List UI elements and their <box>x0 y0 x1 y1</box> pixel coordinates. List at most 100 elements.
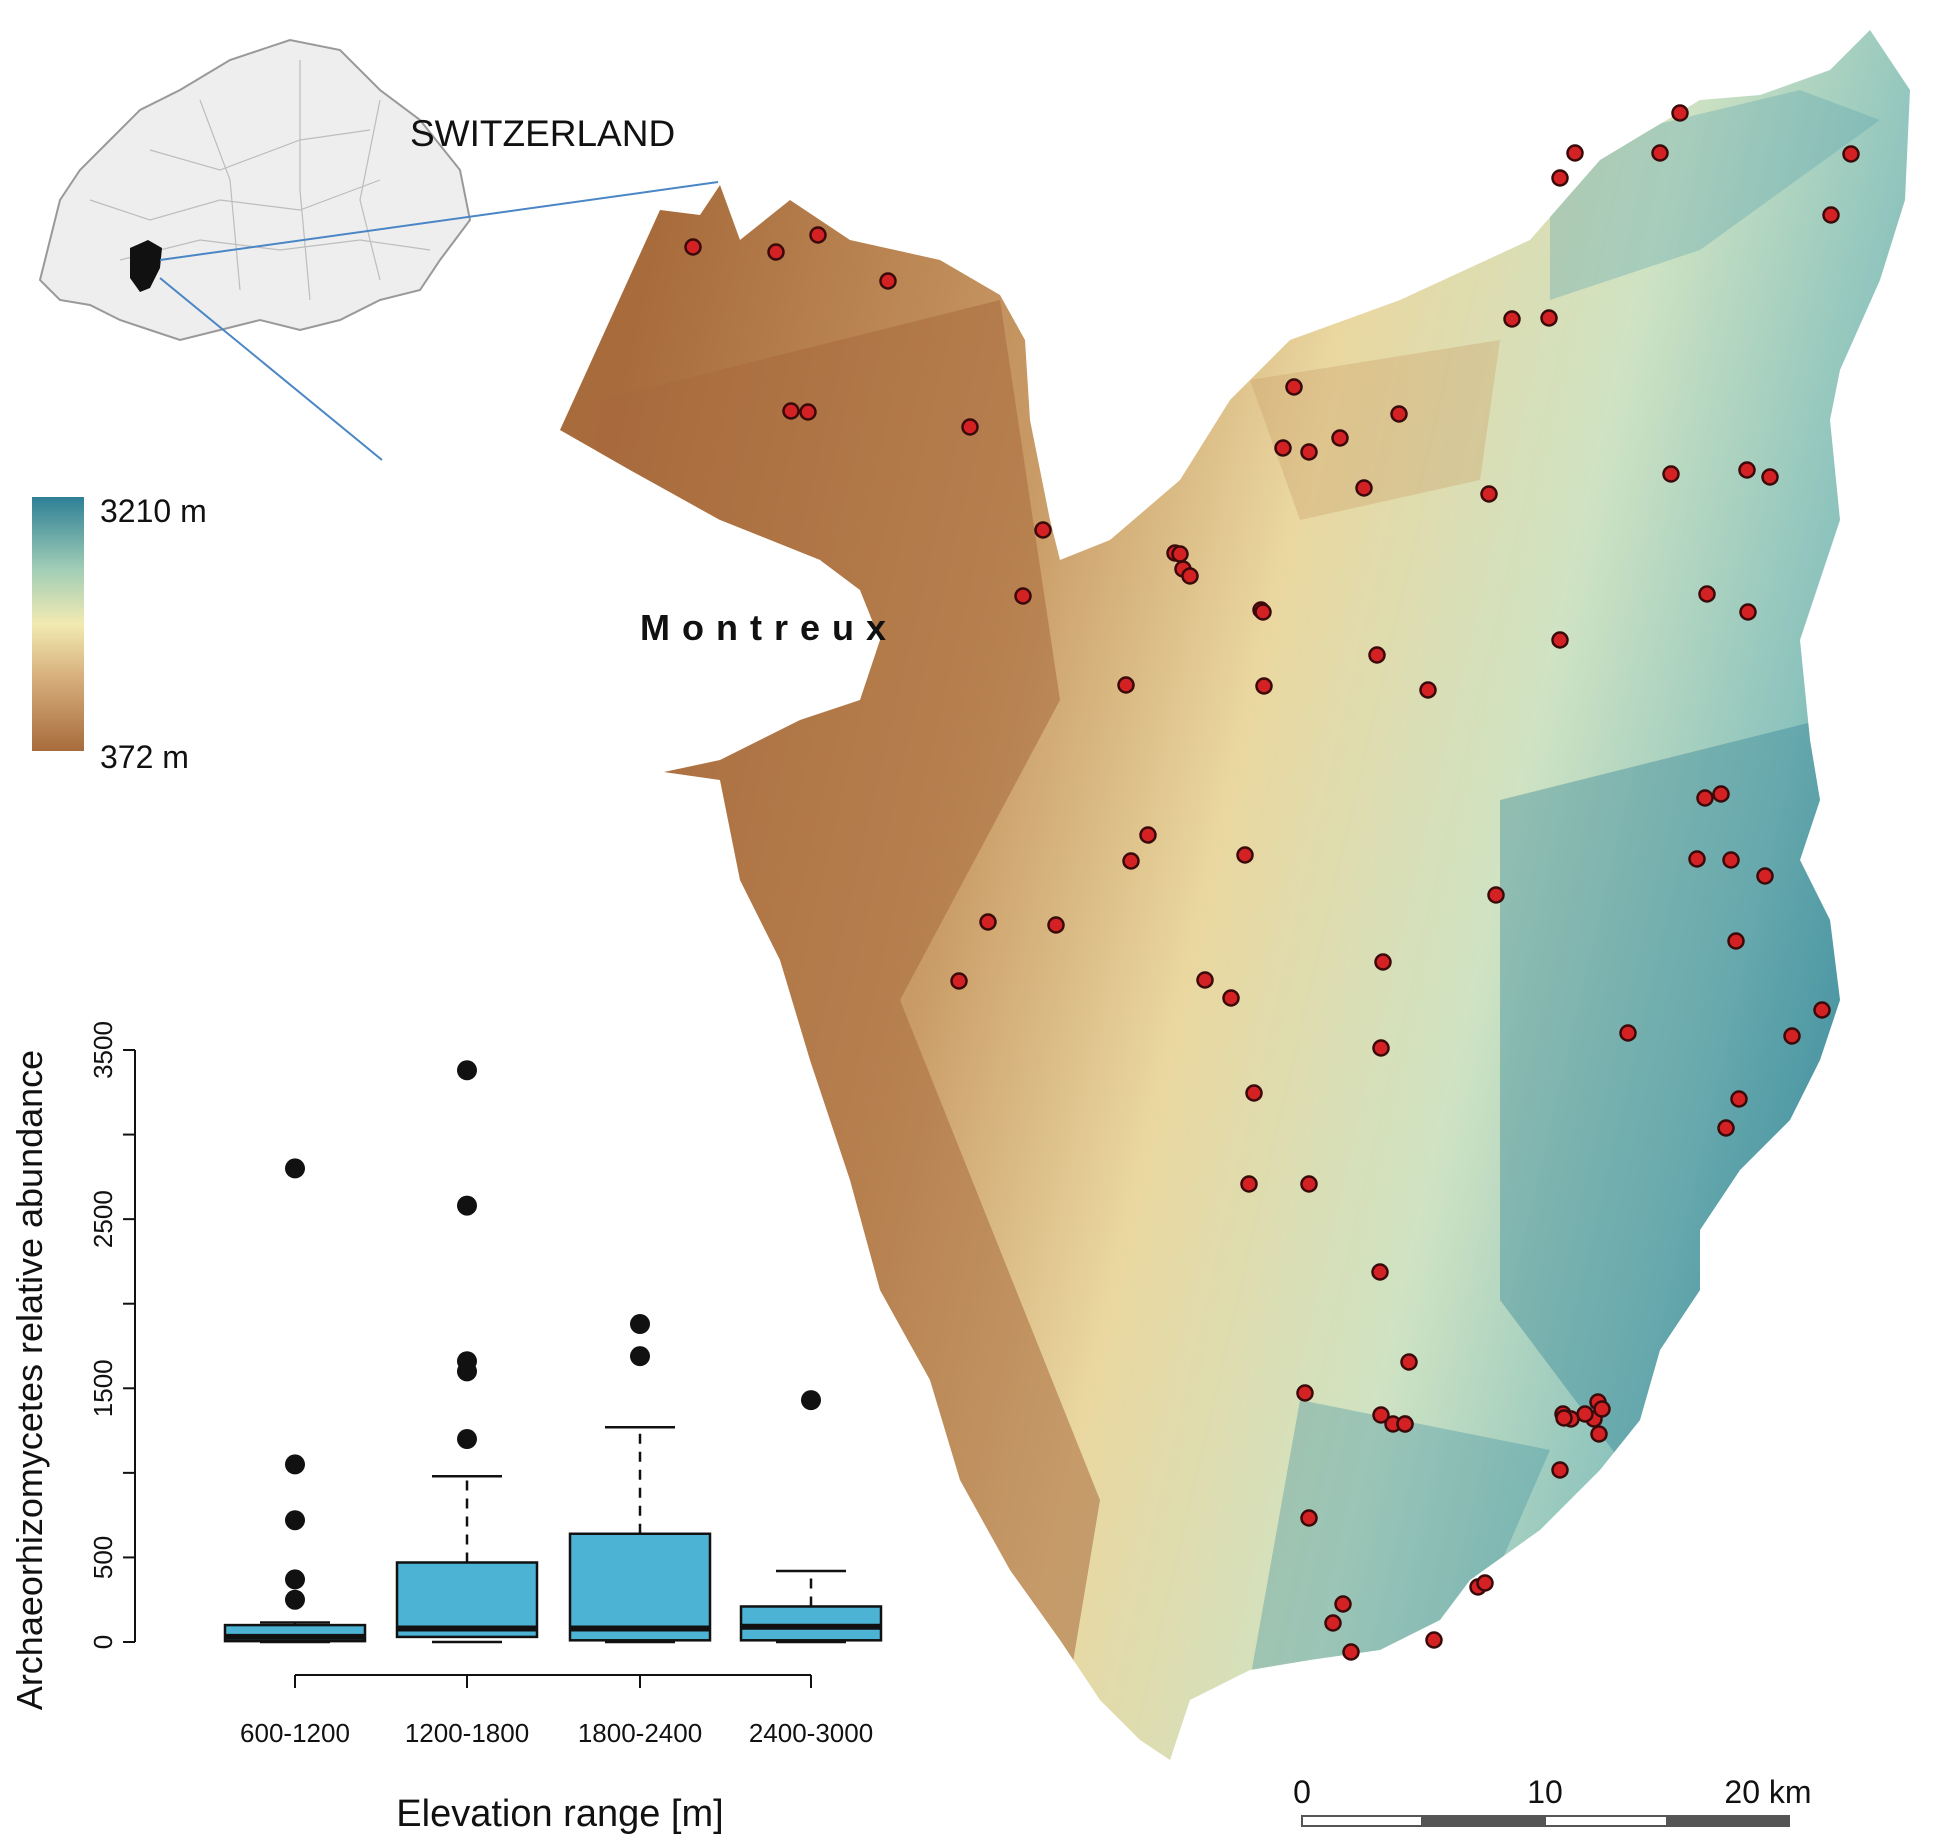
outlier-point <box>801 1390 821 1411</box>
sampling-sites <box>684 104 1860 1661</box>
box-1800-2400 <box>568 1314 712 1644</box>
sampling-site-marker <box>1331 429 1349 447</box>
box-1200-1800 <box>395 1060 539 1644</box>
outlier-point <box>285 1510 305 1531</box>
lake-geneva <box>590 520 880 775</box>
switzerland-outline <box>38 38 472 342</box>
scale-tick-10: 10 <box>1527 1774 1563 1810</box>
sampling-site-marker <box>1813 1001 1831 1019</box>
sampling-site-marker <box>1783 1027 1801 1045</box>
sampling-site-marker <box>1300 1175 1318 1193</box>
sampling-site-marker <box>1419 681 1437 699</box>
scale-bar: 0 10 20 km <box>1293 1774 1812 1827</box>
sampling-site-marker <box>1576 1405 1594 1423</box>
place-label-montreux: Montreux <box>640 607 898 648</box>
sampling-site-marker <box>1274 439 1292 457</box>
x-tick-label: 1800-2400 <box>578 1718 702 1748</box>
sampling-site-marker <box>1730 1090 1748 1108</box>
sampling-site-marker <box>1324 1614 1342 1632</box>
sampling-site-marker <box>1662 465 1680 483</box>
sampling-site-marker <box>979 913 997 931</box>
sampling-site-marker <box>1738 461 1756 479</box>
elevation-max-label: 3210 m <box>100 493 207 529</box>
sampling-site-marker <box>809 226 827 244</box>
outlier-point <box>285 1158 305 1179</box>
sampling-site-marker <box>1696 789 1714 807</box>
sampling-site-marker <box>1822 206 1840 224</box>
sampling-site-marker <box>1034 521 1052 539</box>
elevation-map <box>560 30 1910 1760</box>
outlier-point <box>285 1569 305 1590</box>
boxplot-chart: 0 500 1500 2500 3500 600-1200 1200-1800 1800-24… <box>9 1021 883 1835</box>
sampling-site-marker <box>1236 846 1254 864</box>
sampling-site-marker <box>1761 468 1779 486</box>
sampling-site-marker <box>1240 1175 1258 1193</box>
sampling-site-marker <box>1540 309 1558 327</box>
sampling-site-marker <box>1476 1574 1494 1592</box>
switzerland-inset: SWITZERLAND <box>38 38 719 461</box>
sampling-site-marker <box>1255 677 1273 695</box>
sampling-site-marker <box>684 238 702 256</box>
outlier-point <box>457 1361 477 1382</box>
sampling-site-marker <box>1551 1461 1569 1479</box>
x-tick-label: 600-1200 <box>240 1718 350 1748</box>
sampling-site-marker <box>1396 1415 1414 1433</box>
y-tick-label: 1500 <box>88 1359 118 1417</box>
box-iqr <box>395 1561 539 1639</box>
sampling-site-marker <box>1368 646 1386 664</box>
inset-label: SWITZERLAND <box>410 113 675 154</box>
sampling-site-marker <box>950 972 968 990</box>
sampling-site-marker <box>1551 169 1569 187</box>
sampling-site-marker <box>1487 886 1505 904</box>
outlier-point <box>457 1060 477 1081</box>
sampling-site-marker <box>1480 485 1498 503</box>
sampling-site-marker <box>1117 676 1135 694</box>
sampling-site-marker <box>1139 826 1157 844</box>
box-iqr <box>568 1532 712 1642</box>
x-axis-label: Elevation range [m] <box>396 1793 723 1835</box>
sampling-site-marker <box>1014 587 1032 605</box>
y-tick-label: 2500 <box>88 1190 118 1248</box>
sampling-site-marker <box>767 243 785 261</box>
sampling-site-marker <box>1196 971 1214 989</box>
outlier-point <box>630 1314 650 1335</box>
sampling-site-marker <box>782 402 800 420</box>
sampling-site-marker <box>1551 631 1569 649</box>
sampling-site-marker <box>1342 1643 1360 1661</box>
sampling-site-marker <box>1590 1425 1608 1443</box>
sampling-site-marker <box>1727 932 1745 950</box>
sampling-site-marker <box>1372 1406 1390 1424</box>
sampling-site-marker <box>1300 443 1318 461</box>
sampling-site-marker <box>1400 1353 1418 1371</box>
sampling-site-marker <box>1390 405 1408 423</box>
sampling-site-marker <box>1122 852 1140 870</box>
inset-leader-line <box>159 181 719 261</box>
scale-tick-0: 0 <box>1293 1774 1311 1810</box>
outlier-point <box>285 1454 305 1475</box>
sampling-site-marker <box>1756 867 1774 885</box>
sampling-site-marker <box>1717 1119 1735 1137</box>
elevation-legend: 3210 m 372 m <box>32 493 207 775</box>
sampling-site-marker <box>1254 603 1272 621</box>
elevation-min-label: 372 m <box>100 739 189 775</box>
sampling-site-marker <box>1371 1263 1389 1281</box>
x-tick-label: 2400-3000 <box>749 1718 873 1748</box>
sampling-site-marker <box>1651 144 1669 162</box>
sampling-site-marker <box>1374 953 1392 971</box>
y-tick-label: 500 <box>88 1536 118 1579</box>
box-2400-3000 <box>739 1390 883 1644</box>
sampling-site-marker <box>1285 378 1303 396</box>
sampling-site-marker <box>1698 585 1716 603</box>
study-area-highlight <box>130 240 162 292</box>
sampling-site-marker <box>1300 1509 1318 1527</box>
sampling-site-marker <box>1593 1400 1611 1418</box>
outlier-point <box>285 1589 305 1610</box>
sampling-site-marker <box>1296 1384 1314 1402</box>
sampling-site-marker <box>1842 145 1860 163</box>
y-tick-label: 0 <box>88 1635 118 1649</box>
sampling-site-marker <box>1712 785 1730 803</box>
sampling-site-marker <box>1671 104 1689 122</box>
outlier-point <box>457 1429 477 1450</box>
x-tick-label: 1200-1800 <box>405 1718 529 1748</box>
scale-tick-20: 20 km <box>1724 1774 1811 1810</box>
